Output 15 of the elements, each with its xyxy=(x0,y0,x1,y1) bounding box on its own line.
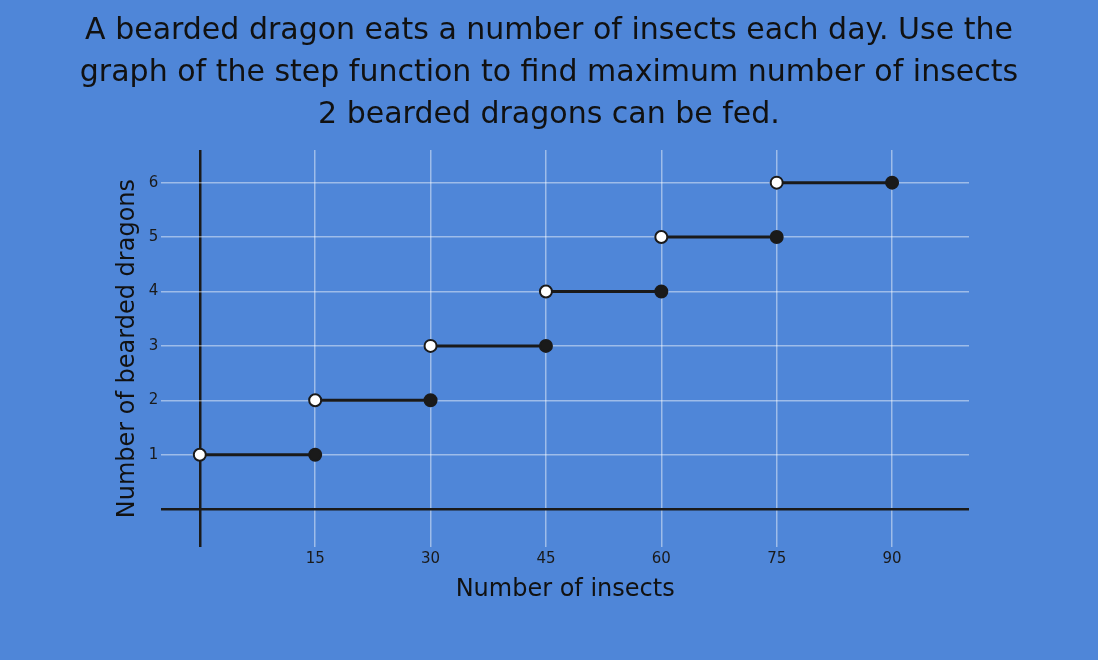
y-tick-label: 2 xyxy=(148,390,159,409)
chart-title: A bearded dragon eats a number of insects each day. Use the graph of the step function to find maximum number of insects 2 bearded dragons can be fed. xyxy=(78,10,1020,132)
x-tick-label: 90 xyxy=(882,549,902,568)
x-tick-label: 15 xyxy=(305,549,325,568)
x-tick-label: 30 xyxy=(421,549,441,568)
x-tick-label: 45 xyxy=(536,549,556,568)
y-tick-label: 6 xyxy=(148,172,159,191)
y-tick-label: 4 xyxy=(148,281,159,300)
y-tick-label: 3 xyxy=(148,335,159,354)
x-tick-label: 75 xyxy=(767,549,787,568)
x-axis-title: Number of insects xyxy=(455,573,675,602)
y-tick-label: 1 xyxy=(148,444,159,463)
x-tick-label: 60 xyxy=(651,549,671,568)
y-axis-title: Number of bearded dragons xyxy=(111,178,140,519)
y-tick-label: 5 xyxy=(148,226,159,245)
